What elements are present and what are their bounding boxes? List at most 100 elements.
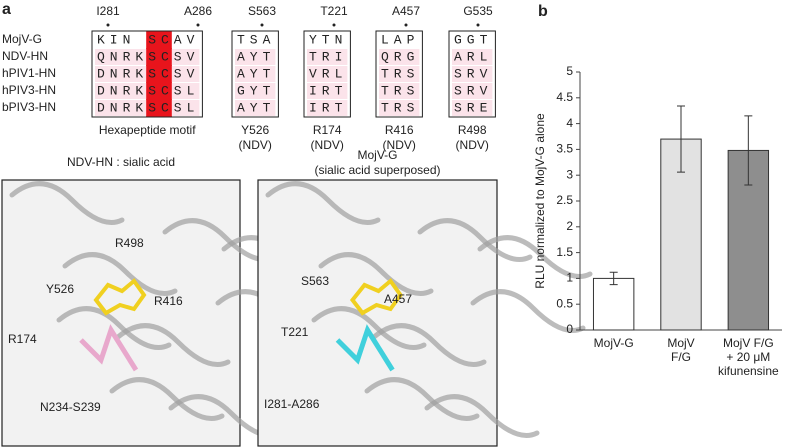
sequence-name: bPIV3-HN xyxy=(2,100,56,114)
block-caption: (NDV) xyxy=(456,138,489,152)
sequence: AYT xyxy=(237,66,275,81)
panel-label: b xyxy=(538,3,548,20)
position-label: S563 xyxy=(248,4,276,18)
position-dot xyxy=(106,23,110,27)
sequence: QRG xyxy=(381,49,419,64)
y-tick-label: 4.5 xyxy=(556,90,573,104)
similar-highlight xyxy=(235,83,276,99)
ribbon xyxy=(477,235,593,279)
y-tick-label: 4 xyxy=(566,116,573,130)
ribbon xyxy=(265,181,381,225)
sequence: IRT xyxy=(309,100,347,115)
residue-sticks xyxy=(79,324,139,372)
sequence: TRS xyxy=(381,100,419,115)
similar-highlight xyxy=(235,100,276,116)
y-tick-label: 5 xyxy=(566,64,573,78)
similar-highlight xyxy=(307,83,348,99)
alignment-box xyxy=(375,30,423,118)
ribbon xyxy=(417,218,533,262)
bar xyxy=(592,277,635,331)
similar-highlight xyxy=(452,100,493,116)
similar-highlight xyxy=(452,49,493,65)
residue-label: N234-S239 xyxy=(40,400,101,414)
position-label: A286 xyxy=(184,4,212,18)
ribbon xyxy=(311,306,427,350)
position-dot xyxy=(332,23,336,27)
sequence: KIN SCAV xyxy=(97,32,199,47)
ribbon xyxy=(62,252,178,296)
panel-label: a xyxy=(2,1,11,18)
block-caption: Y526 xyxy=(241,123,269,137)
conserved-highlight xyxy=(146,48,172,117)
block-caption: R174 xyxy=(313,123,342,137)
sequence-name: MojV-G xyxy=(2,32,42,46)
y-tick-label: 2 xyxy=(566,219,573,233)
ribbon xyxy=(470,289,586,333)
similar-highlight xyxy=(307,66,348,82)
sequence-name: NDV-HN xyxy=(2,49,48,63)
y-tick-label: 1 xyxy=(566,271,573,285)
structure-title: (sialic acid superposed) xyxy=(314,163,440,177)
sequence: YTN xyxy=(309,32,347,47)
ribbon xyxy=(109,377,225,421)
sequence: TRI xyxy=(309,49,347,64)
ribbon xyxy=(318,252,434,296)
x-tick-label: kifunensine xyxy=(718,364,779,378)
y-tick-label: 1.5 xyxy=(556,245,573,259)
similar-highlight xyxy=(452,66,493,82)
position-dot xyxy=(404,23,408,27)
residue-label: R416 xyxy=(154,294,183,308)
residue-label: S563 xyxy=(301,274,329,288)
block-caption: R416 xyxy=(385,123,414,137)
sequence: TRS xyxy=(381,83,419,98)
block-caption: (NDV) xyxy=(311,138,344,152)
similar-highlight xyxy=(307,100,348,116)
block-caption: (NDV) xyxy=(239,138,272,152)
ligand xyxy=(93,278,147,316)
similar-highlight xyxy=(307,49,348,65)
sequence: TRS xyxy=(381,66,419,81)
alignment-box xyxy=(91,30,203,118)
similar-highlight xyxy=(379,83,420,99)
sequence: ARL xyxy=(454,49,492,64)
ribbon xyxy=(9,181,125,225)
position-label: G535 xyxy=(463,4,493,18)
block-caption: (NDV) xyxy=(383,138,416,152)
x-tick-label: F/G xyxy=(671,350,691,364)
structure-title: MojV-G xyxy=(357,148,397,162)
alignment-box xyxy=(303,30,351,118)
sequence: SRE xyxy=(454,100,492,115)
similar-highlight xyxy=(379,49,420,65)
sequence: IRT xyxy=(309,83,347,98)
error-bar xyxy=(744,115,753,186)
ribbon xyxy=(115,323,231,367)
y-tick-label: 0.5 xyxy=(556,296,573,310)
position-dot xyxy=(260,23,264,27)
x-tick-label: + 20 μM xyxy=(726,350,770,364)
y-tick-label: 2.5 xyxy=(556,193,573,207)
residue-label: I281-A286 xyxy=(264,397,320,411)
similar-highlight xyxy=(452,83,493,99)
residue-label: Y526 xyxy=(46,282,74,296)
ligand xyxy=(349,278,403,316)
sequence: DNRKSCSL xyxy=(97,83,199,98)
sequence: DNRKSCSL xyxy=(97,100,199,115)
sequence: AYT xyxy=(237,49,275,64)
sequence: QNRKSCSV xyxy=(97,49,199,64)
structure-title: NDV-HN : sialic acid xyxy=(67,155,175,169)
y-tick-label: 3 xyxy=(566,167,573,181)
position-dot xyxy=(476,23,480,27)
sequence: GYT xyxy=(237,83,275,98)
sequence: SRV xyxy=(454,66,492,81)
ribbon xyxy=(371,323,487,367)
residue-sticks xyxy=(335,324,395,372)
error-bar xyxy=(677,105,685,173)
y-axis-label: RLU normalized to MojV-G alone xyxy=(533,113,547,289)
ribbon xyxy=(424,394,540,438)
residue-label: R498 xyxy=(115,236,144,250)
residue-label: A457 xyxy=(384,292,412,306)
block-caption: Hexapeptide motif xyxy=(99,123,196,137)
ribbon xyxy=(56,306,172,350)
similar-highlight xyxy=(379,66,420,82)
